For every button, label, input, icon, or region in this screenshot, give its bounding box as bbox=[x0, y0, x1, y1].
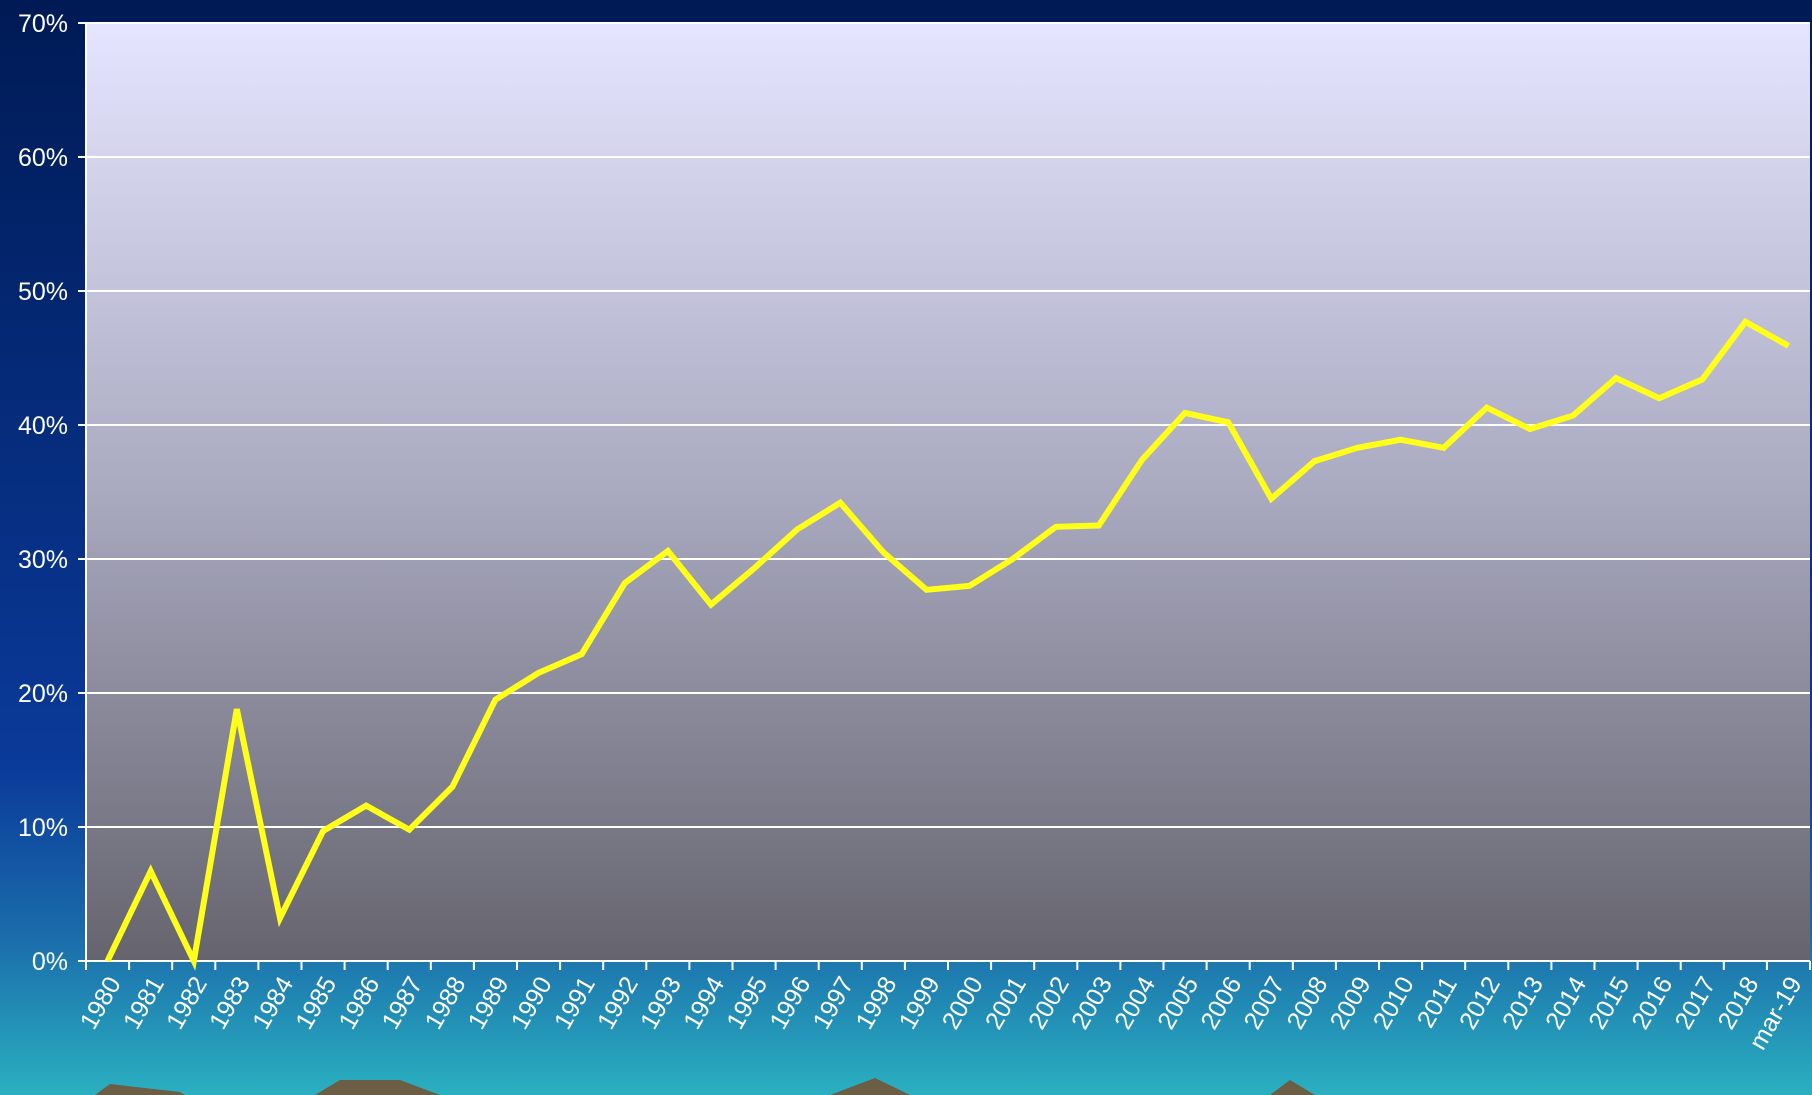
mountains bbox=[95, 1078, 1315, 1095]
y-tick-label: 70% bbox=[18, 10, 68, 38]
y-tick-label: 50% bbox=[18, 278, 68, 306]
y-tick-label: 30% bbox=[18, 546, 68, 574]
y-tick-label: 0% bbox=[32, 948, 68, 976]
y-tick-label: 10% bbox=[18, 814, 68, 842]
plot-area bbox=[86, 23, 1810, 961]
data-line bbox=[104, 317, 1790, 971]
y-tick-label: 20% bbox=[18, 680, 68, 708]
y-tick-label: 60% bbox=[18, 144, 68, 172]
y-tick-label: 40% bbox=[18, 412, 68, 440]
